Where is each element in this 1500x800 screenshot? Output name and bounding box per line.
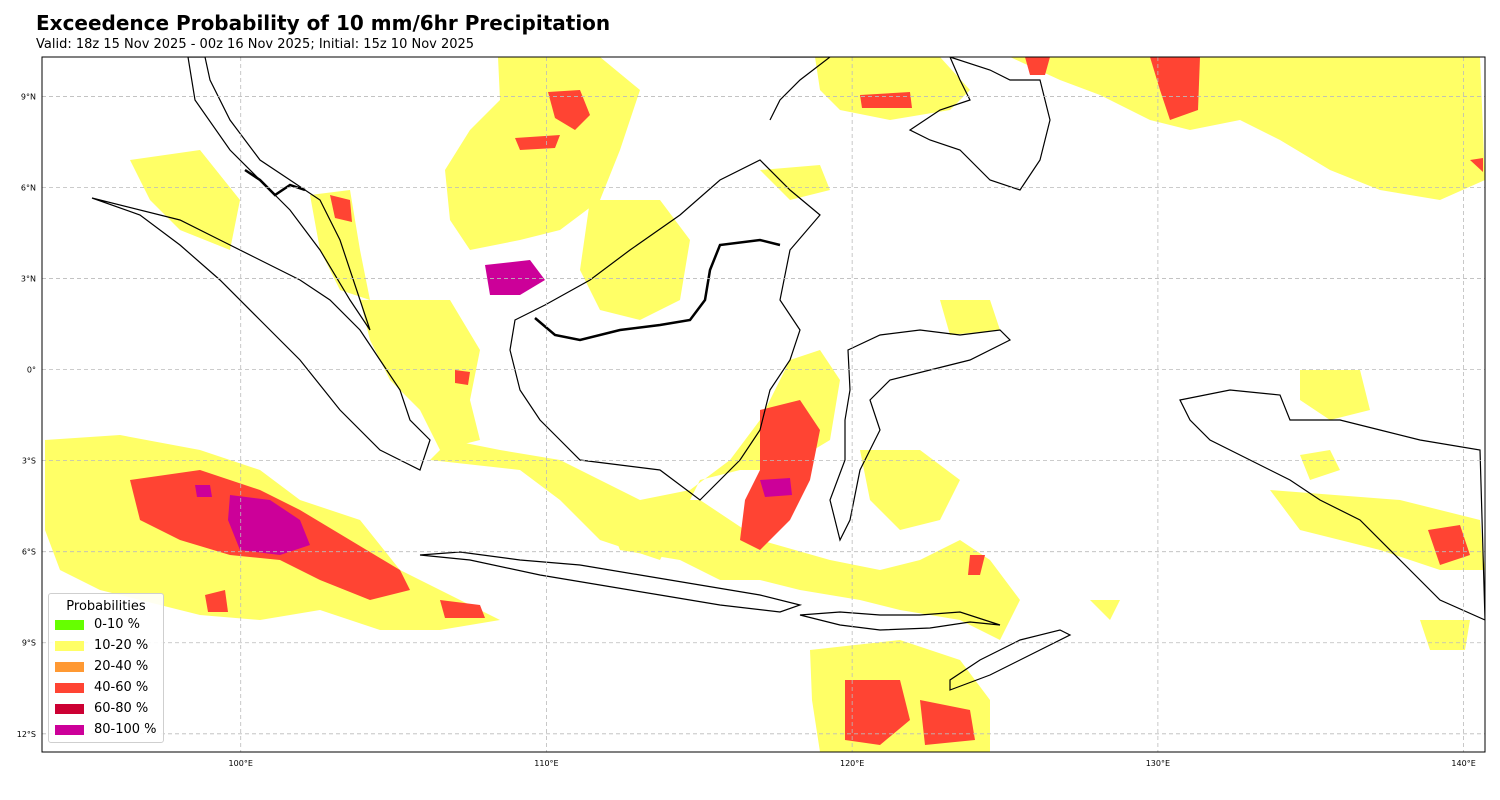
legend-swatch [55, 661, 84, 672]
java-outline [419, 551, 803, 613]
lesser-sunda-outline [799, 611, 1001, 631]
latitude-tick-label: 9°N [21, 92, 36, 101]
latitude-tick-label: 6°N [21, 184, 36, 193]
latitude-tick-label: 3°S [22, 457, 36, 466]
longitude-tick-label: 100°E [229, 759, 253, 768]
legend-swatch [55, 703, 84, 714]
philippines-outline [769, 57, 1051, 191]
legend-label: 60-80 % [94, 701, 149, 716]
legend-swatch [55, 682, 84, 693]
longitude-tick-label: 140°E [1451, 759, 1475, 768]
longitude-tick-label: 110°E [534, 759, 558, 768]
legend-item: 80-100 % [55, 719, 163, 740]
latitude-tick-label: 12°S [17, 730, 36, 739]
legend-label: 80-100 % [94, 722, 157, 737]
legend-swatch [55, 724, 84, 735]
borneo-outline [509, 159, 821, 501]
latitude-tick-label: 9°S [22, 639, 36, 648]
map-subtitle: Valid: 18z 15 Nov 2025 - 00z 16 Nov 2025… [36, 37, 475, 52]
legend-item: 10-20 % [55, 635, 163, 656]
legend-label: 20-40 % [94, 659, 149, 674]
axis-ticks: 100°E 110°E 120°E 130°E 140°E 9°N 6°N 3°N 0° 3°S 6… [17, 92, 1476, 768]
legend-swatch [55, 640, 84, 651]
latitude-tick-label: 0° [27, 366, 36, 375]
legend-label: 0-10 % [94, 617, 140, 632]
map-canvas [45, 57, 1485, 752]
legend-label: 10-20 % [94, 638, 149, 653]
legend-item: 0-10 % [55, 614, 163, 635]
legend-label: 40-60 % [94, 680, 149, 695]
legend: Probabilities 0-10 % 10-20 % 20-40 % 40-60 … [48, 593, 164, 743]
latitude-tick-label: 6°S [22, 548, 36, 557]
probability-80-100-areas [195, 260, 792, 555]
gridlines [42, 57, 1485, 752]
legend-item: 20-40 % [55, 656, 163, 677]
map-title: Exceedence Probability of 10 mm/6hr Prec… [36, 11, 611, 35]
sulawesi-outline [829, 329, 1012, 542]
legend-swatch [55, 619, 84, 630]
longitude-tick-label: 120°E [840, 759, 864, 768]
timor-outline [949, 629, 1072, 691]
new-guinea-outline [1179, 389, 1485, 621]
borders [244, 168, 781, 342]
legend-title: Probabilities [66, 599, 146, 614]
sumatra-outline [91, 197, 431, 471]
map-frame [41, 56, 1486, 753]
legend-item: 40-60 % [55, 677, 163, 698]
legend-item: 60-80 % [55, 698, 163, 719]
latitude-tick-label: 3°N [21, 275, 36, 284]
longitude-tick-label: 130°E [1146, 759, 1170, 768]
coastlines [91, 57, 1485, 691]
legend-items: 0-10 % 10-20 % 20-40 % 40-60 % 60-80 % 80-100… [49, 614, 163, 740]
malay-peninsula-outline [187, 57, 371, 331]
